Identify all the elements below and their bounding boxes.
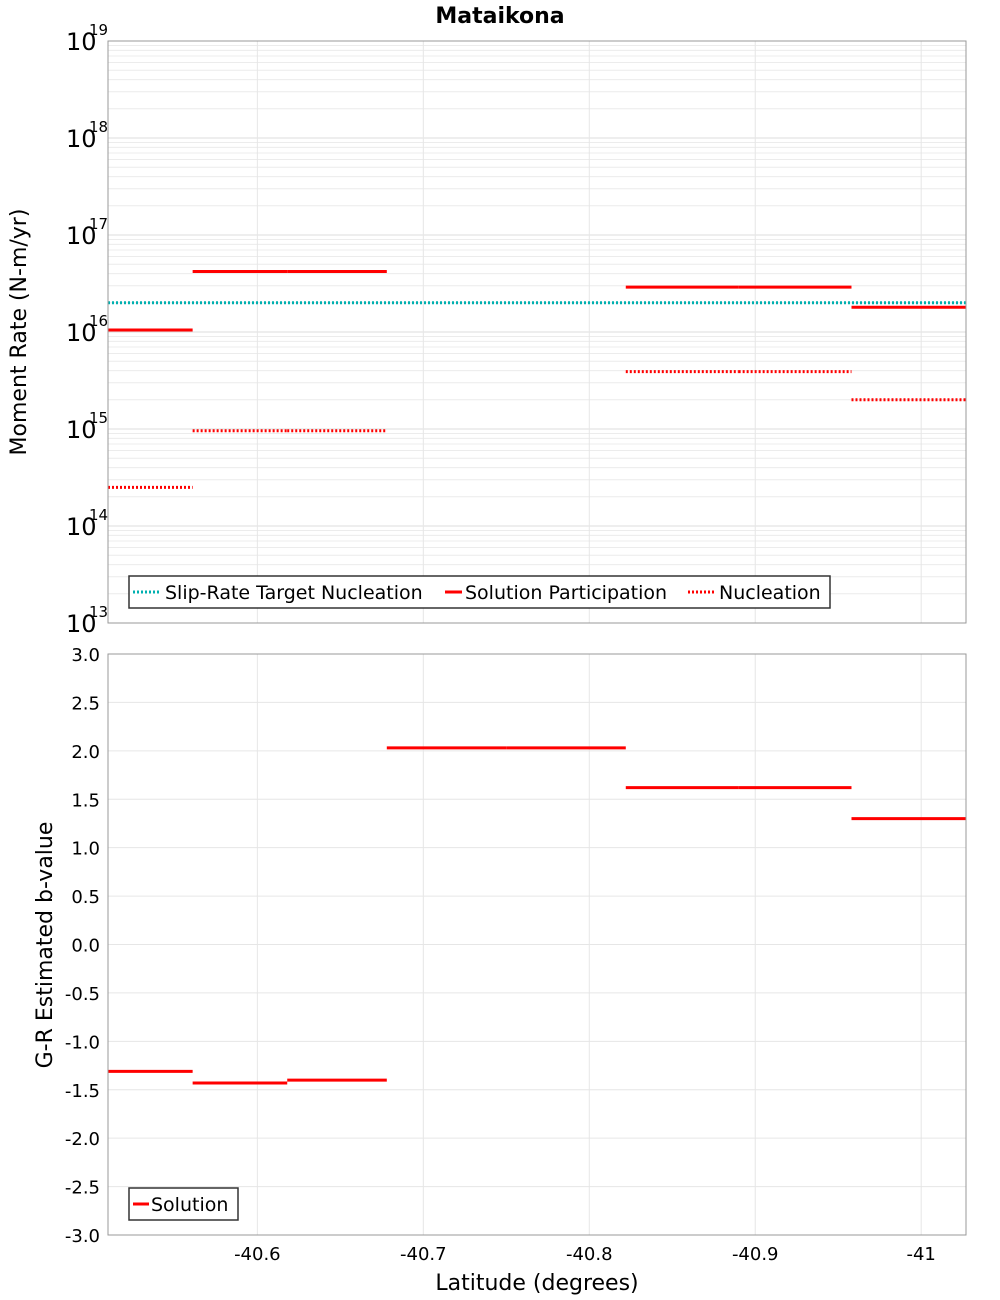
x-tick-label: -40.8 — [566, 1244, 613, 1265]
y-tick-label: 0.5 — [71, 887, 100, 908]
moment-rate-plot-frame — [107, 40, 967, 624]
legend-label-slip-rate-target: Slip-Rate Target Nucleation — [165, 582, 423, 604]
y-tick-label: -2.5 — [65, 1178, 100, 1199]
y-tick-label: -1.0 — [65, 1032, 100, 1053]
y-tick-label: 10 — [66, 610, 97, 638]
y-tick-label: 0.0 — [71, 936, 100, 957]
chart-title: Mataikona — [435, 4, 564, 29]
moment-rate-y-label: Moment Rate (N-m/yr) — [7, 209, 32, 456]
y-tick-exponent: 15 — [89, 409, 108, 427]
y-tick-label: 10 — [66, 125, 97, 153]
y-tick-exponent: 18 — [89, 118, 108, 136]
x-tick-label: -40.9 — [732, 1244, 779, 1265]
y-tick-label: 2.5 — [71, 693, 100, 714]
b-value-panel: -3.0 -2.5 -2.0 -1.5 -1.0 -0.5 0.0 0.5 1.0 1.5 2.0 2… — [33, 645, 967, 1296]
y-tick-label: 10 — [66, 222, 97, 250]
b-value-legend: Solution — [128, 1187, 239, 1221]
b-value-series — [108, 746, 966, 1085]
y-tick-label: -1.5 — [65, 1081, 100, 1102]
moment-rate-legend: Slip-Rate Target Nucleation Solution Par… — [128, 575, 831, 609]
y-tick-label: 10 — [66, 319, 97, 347]
b-value-plot-frame — [107, 653, 967, 1236]
y-tick-label: 1.5 — [71, 790, 100, 811]
y-tick-label: 10 — [66, 416, 97, 444]
legend-label-nucleation: Nucleation — [719, 582, 821, 604]
b-value-y-label: G-R Estimated b-value — [33, 822, 58, 1069]
x-tick-label: -41 — [906, 1244, 935, 1265]
x-tick-label: -40.7 — [400, 1244, 447, 1265]
y-tick-exponent: 16 — [89, 312, 108, 330]
y-tick-label: 3.0 — [71, 645, 100, 666]
legend-label-solution-participation: Solution Participation — [465, 582, 667, 604]
y-tick-label: 1.0 — [71, 839, 100, 860]
y-tick-exponent: 14 — [89, 506, 108, 524]
y-tick-exponent: 19 — [89, 21, 108, 39]
b-value-grid — [108, 653, 966, 1236]
x-axis-label: Latitude (degrees) — [435, 1271, 638, 1296]
latitude-x-ticks: -40.6 -40.7 -40.8 -40.9 -41 — [234, 1244, 936, 1265]
moment-rate-series — [108, 270, 966, 489]
y-tick-label: 10 — [66, 513, 97, 541]
y-tick-label: -0.5 — [65, 984, 100, 1005]
y-tick-label: -3.0 — [65, 1226, 100, 1247]
y-tick-exponent: 13 — [89, 603, 108, 621]
b-value-y-ticks: -3.0 -2.5 -2.0 -1.5 -1.0 -0.5 0.0 0.5 1.0 1.5 2.0 2… — [65, 645, 100, 1247]
y-tick-label: 10 — [66, 28, 97, 56]
moment-rate-grid — [108, 40, 966, 624]
y-tick-label: -2.0 — [65, 1129, 100, 1150]
legend-label-solution: Solution — [151, 1194, 228, 1216]
x-tick-label: -40.6 — [234, 1244, 281, 1265]
y-tick-exponent: 17 — [89, 215, 108, 233]
y-tick-label: 2.0 — [71, 742, 100, 763]
